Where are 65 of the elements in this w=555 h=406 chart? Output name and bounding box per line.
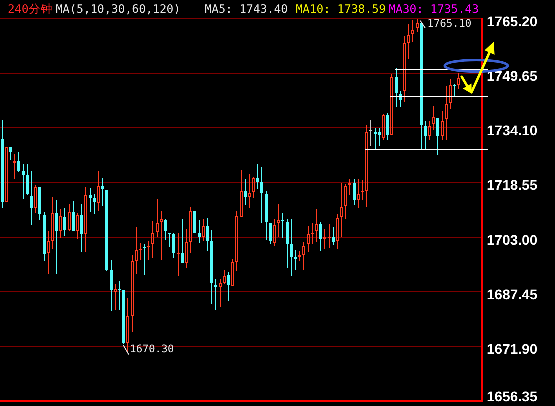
candlestick	[38, 187, 41, 220]
annotation: 1670.30	[130, 344, 174, 356]
y-tick-label: 1765.20	[487, 13, 538, 30]
candlestick	[281, 213, 284, 238]
candlestick	[256, 164, 259, 189]
candlestick	[210, 230, 213, 304]
candlestick	[17, 152, 20, 172]
candlestick	[269, 223, 272, 244]
text: MA(5,10,30,60,120)	[56, 2, 181, 16]
candlestick	[13, 154, 16, 179]
candlestick	[198, 220, 201, 243]
candlestick	[22, 164, 25, 199]
candlestick	[105, 190, 108, 271]
candlestick	[227, 272, 230, 301]
candlestick	[311, 223, 314, 244]
candlestick	[147, 241, 150, 260]
candlestick	[63, 208, 66, 236]
chart-title: 240分钟	[8, 2, 53, 16]
candlestick	[122, 290, 125, 344]
candlestick	[332, 227, 335, 245]
text: MA10: 1738.59	[296, 2, 386, 16]
y-tick-label: 1749.65	[487, 68, 538, 84]
candlestick	[319, 222, 322, 251]
candlestick	[395, 68, 398, 107]
candlestick	[168, 233, 171, 247]
y-tick-label: 1734.10	[487, 122, 538, 139]
candlestick	[1, 120, 4, 208]
text: MA30: 1735.43	[389, 2, 480, 16]
candlestick	[214, 279, 217, 310]
candlestick	[436, 118, 439, 155]
candlestick	[386, 113, 389, 140]
candlestick	[177, 233, 180, 276]
candlestick	[361, 180, 364, 200]
candlestick	[193, 211, 196, 233]
y-tick-label: 1718.55	[487, 177, 538, 194]
candlestick	[89, 188, 92, 212]
candlestick	[72, 201, 75, 231]
annotation: 1765.10	[428, 18, 472, 30]
candlestick	[26, 164, 29, 195]
y-tick-label: 1687.45	[487, 286, 538, 302]
text: MA5: 1743.40	[205, 2, 288, 16]
candlestick	[172, 233, 175, 258]
candlestick	[110, 260, 113, 311]
candlestick	[323, 229, 326, 249]
y-tick-label: 1656.35	[487, 388, 538, 404]
candlestick	[93, 194, 96, 214]
candlestick	[43, 212, 46, 261]
candlestick	[424, 121, 427, 149]
candlestick	[164, 219, 167, 240]
candlestick	[369, 120, 372, 146]
y-tick-label: 1703.00	[487, 232, 538, 248]
candlestick	[353, 179, 356, 205]
y-tick-label: 1671.90	[487, 341, 538, 358]
candlestick	[139, 243, 142, 260]
candlestick	[286, 219, 289, 268]
candlestick	[328, 224, 331, 248]
candlestick	[143, 244, 146, 275]
candlestick	[101, 178, 104, 206]
candlestick	[9, 147, 12, 160]
candlestick	[265, 191, 268, 240]
candlestick	[80, 204, 83, 252]
candlestick	[118, 281, 121, 310]
candlestick	[206, 218, 209, 251]
candlestick	[294, 250, 297, 270]
candlestick	[378, 128, 381, 146]
